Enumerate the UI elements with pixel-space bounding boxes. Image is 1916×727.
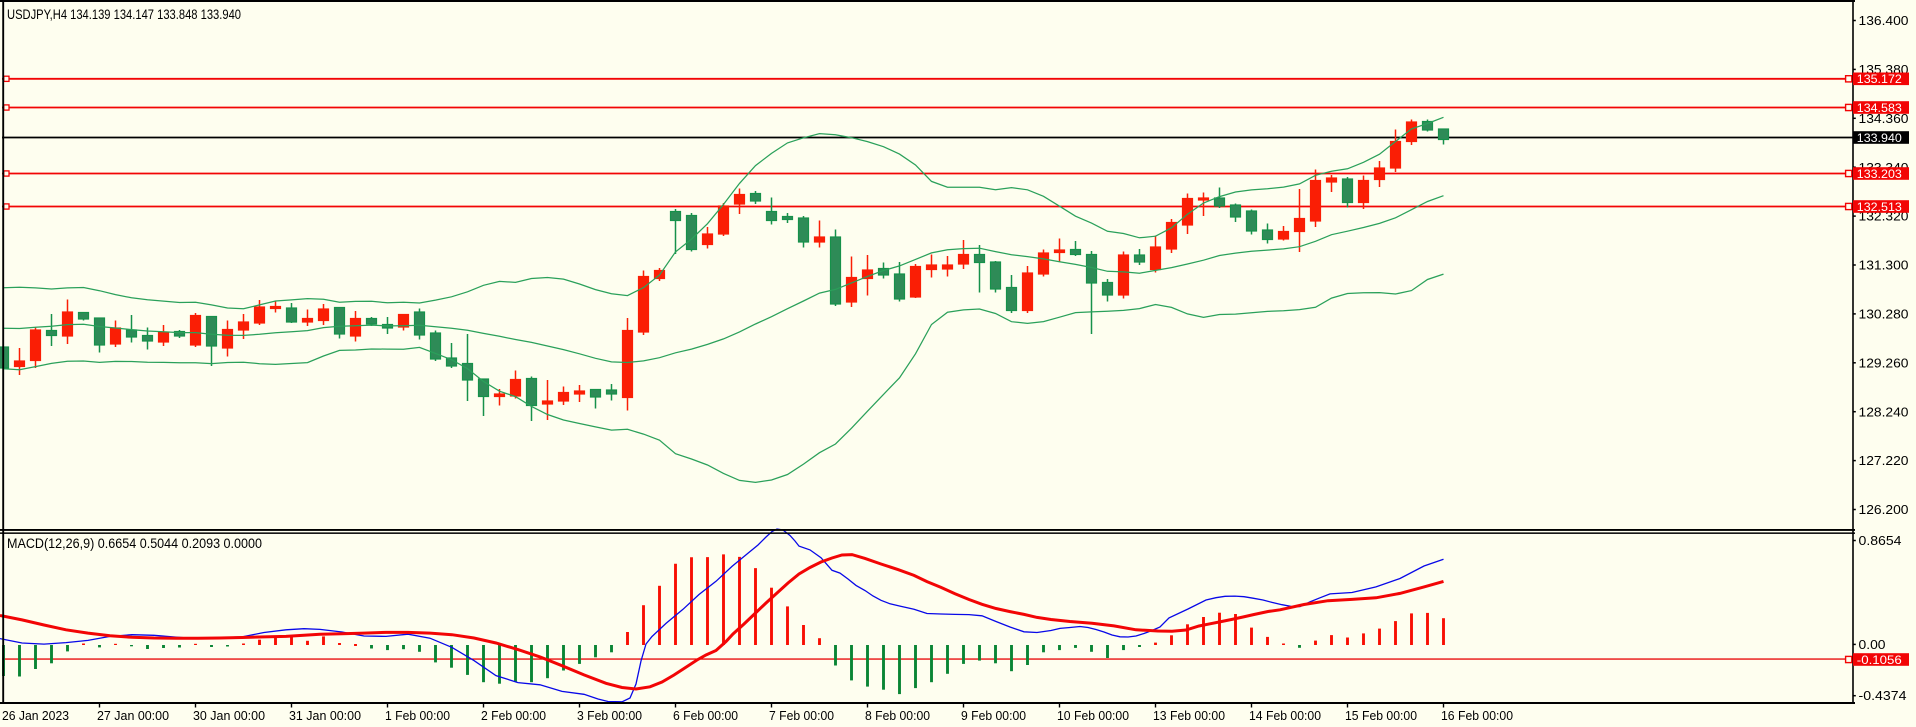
svg-text:16 Feb 00:00: 16 Feb 00:00 bbox=[1441, 708, 1513, 723]
svg-text:134.360: 134.360 bbox=[1859, 111, 1909, 126]
svg-text:1 Feb 00:00: 1 Feb 00:00 bbox=[385, 708, 450, 723]
svg-text:14 Feb 00:00: 14 Feb 00:00 bbox=[1249, 708, 1321, 723]
svg-text:26 Jan 2023: 26 Jan 2023 bbox=[2, 708, 69, 723]
svg-text:USDJPY,H4 134.139 134.147 133: USDJPY,H4 134.139 134.147 133.848 133.94… bbox=[7, 6, 241, 22]
svg-text:127.220: 127.220 bbox=[1859, 453, 1909, 468]
svg-text:27 Jan 00:00: 27 Jan 00:00 bbox=[97, 708, 169, 723]
svg-text:0.8654: 0.8654 bbox=[1859, 533, 1902, 548]
svg-text:10 Feb 00:00: 10 Feb 00:00 bbox=[1057, 708, 1129, 723]
svg-text:130.280: 130.280 bbox=[1859, 307, 1909, 322]
svg-text:129.260: 129.260 bbox=[1859, 355, 1909, 370]
svg-text:MACD(12,26,9) 0.6654 0.5044 0.: MACD(12,26,9) 0.6654 0.5044 0.2093 0.000… bbox=[7, 536, 262, 551]
svg-text:31 Jan 00:00: 31 Jan 00:00 bbox=[289, 708, 361, 723]
svg-text:126.200: 126.200 bbox=[1859, 502, 1909, 517]
svg-text:3 Feb 00:00: 3 Feb 00:00 bbox=[577, 708, 642, 723]
svg-text:30 Jan 00:00: 30 Jan 00:00 bbox=[193, 708, 265, 723]
svg-text:131.300: 131.300 bbox=[1859, 258, 1909, 273]
svg-text:-0.1056: -0.1056 bbox=[1857, 653, 1902, 667]
svg-text:136.400: 136.400 bbox=[1859, 13, 1909, 28]
svg-text:8 Feb 00:00: 8 Feb 00:00 bbox=[865, 708, 930, 723]
svg-text:132.513: 132.513 bbox=[1857, 200, 1902, 214]
svg-text:135.172: 135.172 bbox=[1857, 72, 1902, 86]
svg-text:0.00: 0.00 bbox=[1859, 637, 1886, 652]
svg-text:-0.4374: -0.4374 bbox=[1859, 688, 1907, 703]
svg-text:6 Feb 00:00: 6 Feb 00:00 bbox=[673, 708, 738, 723]
svg-text:133.203: 133.203 bbox=[1857, 167, 1902, 181]
svg-text:9 Feb 00:00: 9 Feb 00:00 bbox=[961, 708, 1026, 723]
svg-text:2 Feb 00:00: 2 Feb 00:00 bbox=[481, 708, 546, 723]
svg-text:134.583: 134.583 bbox=[1857, 101, 1902, 115]
svg-text:13 Feb 00:00: 13 Feb 00:00 bbox=[1153, 708, 1225, 723]
svg-text:7 Feb 00:00: 7 Feb 00:00 bbox=[769, 708, 834, 723]
svg-text:133.940: 133.940 bbox=[1857, 131, 1902, 145]
svg-text:15 Feb 00:00: 15 Feb 00:00 bbox=[1345, 708, 1417, 723]
svg-text:128.240: 128.240 bbox=[1859, 404, 1909, 419]
